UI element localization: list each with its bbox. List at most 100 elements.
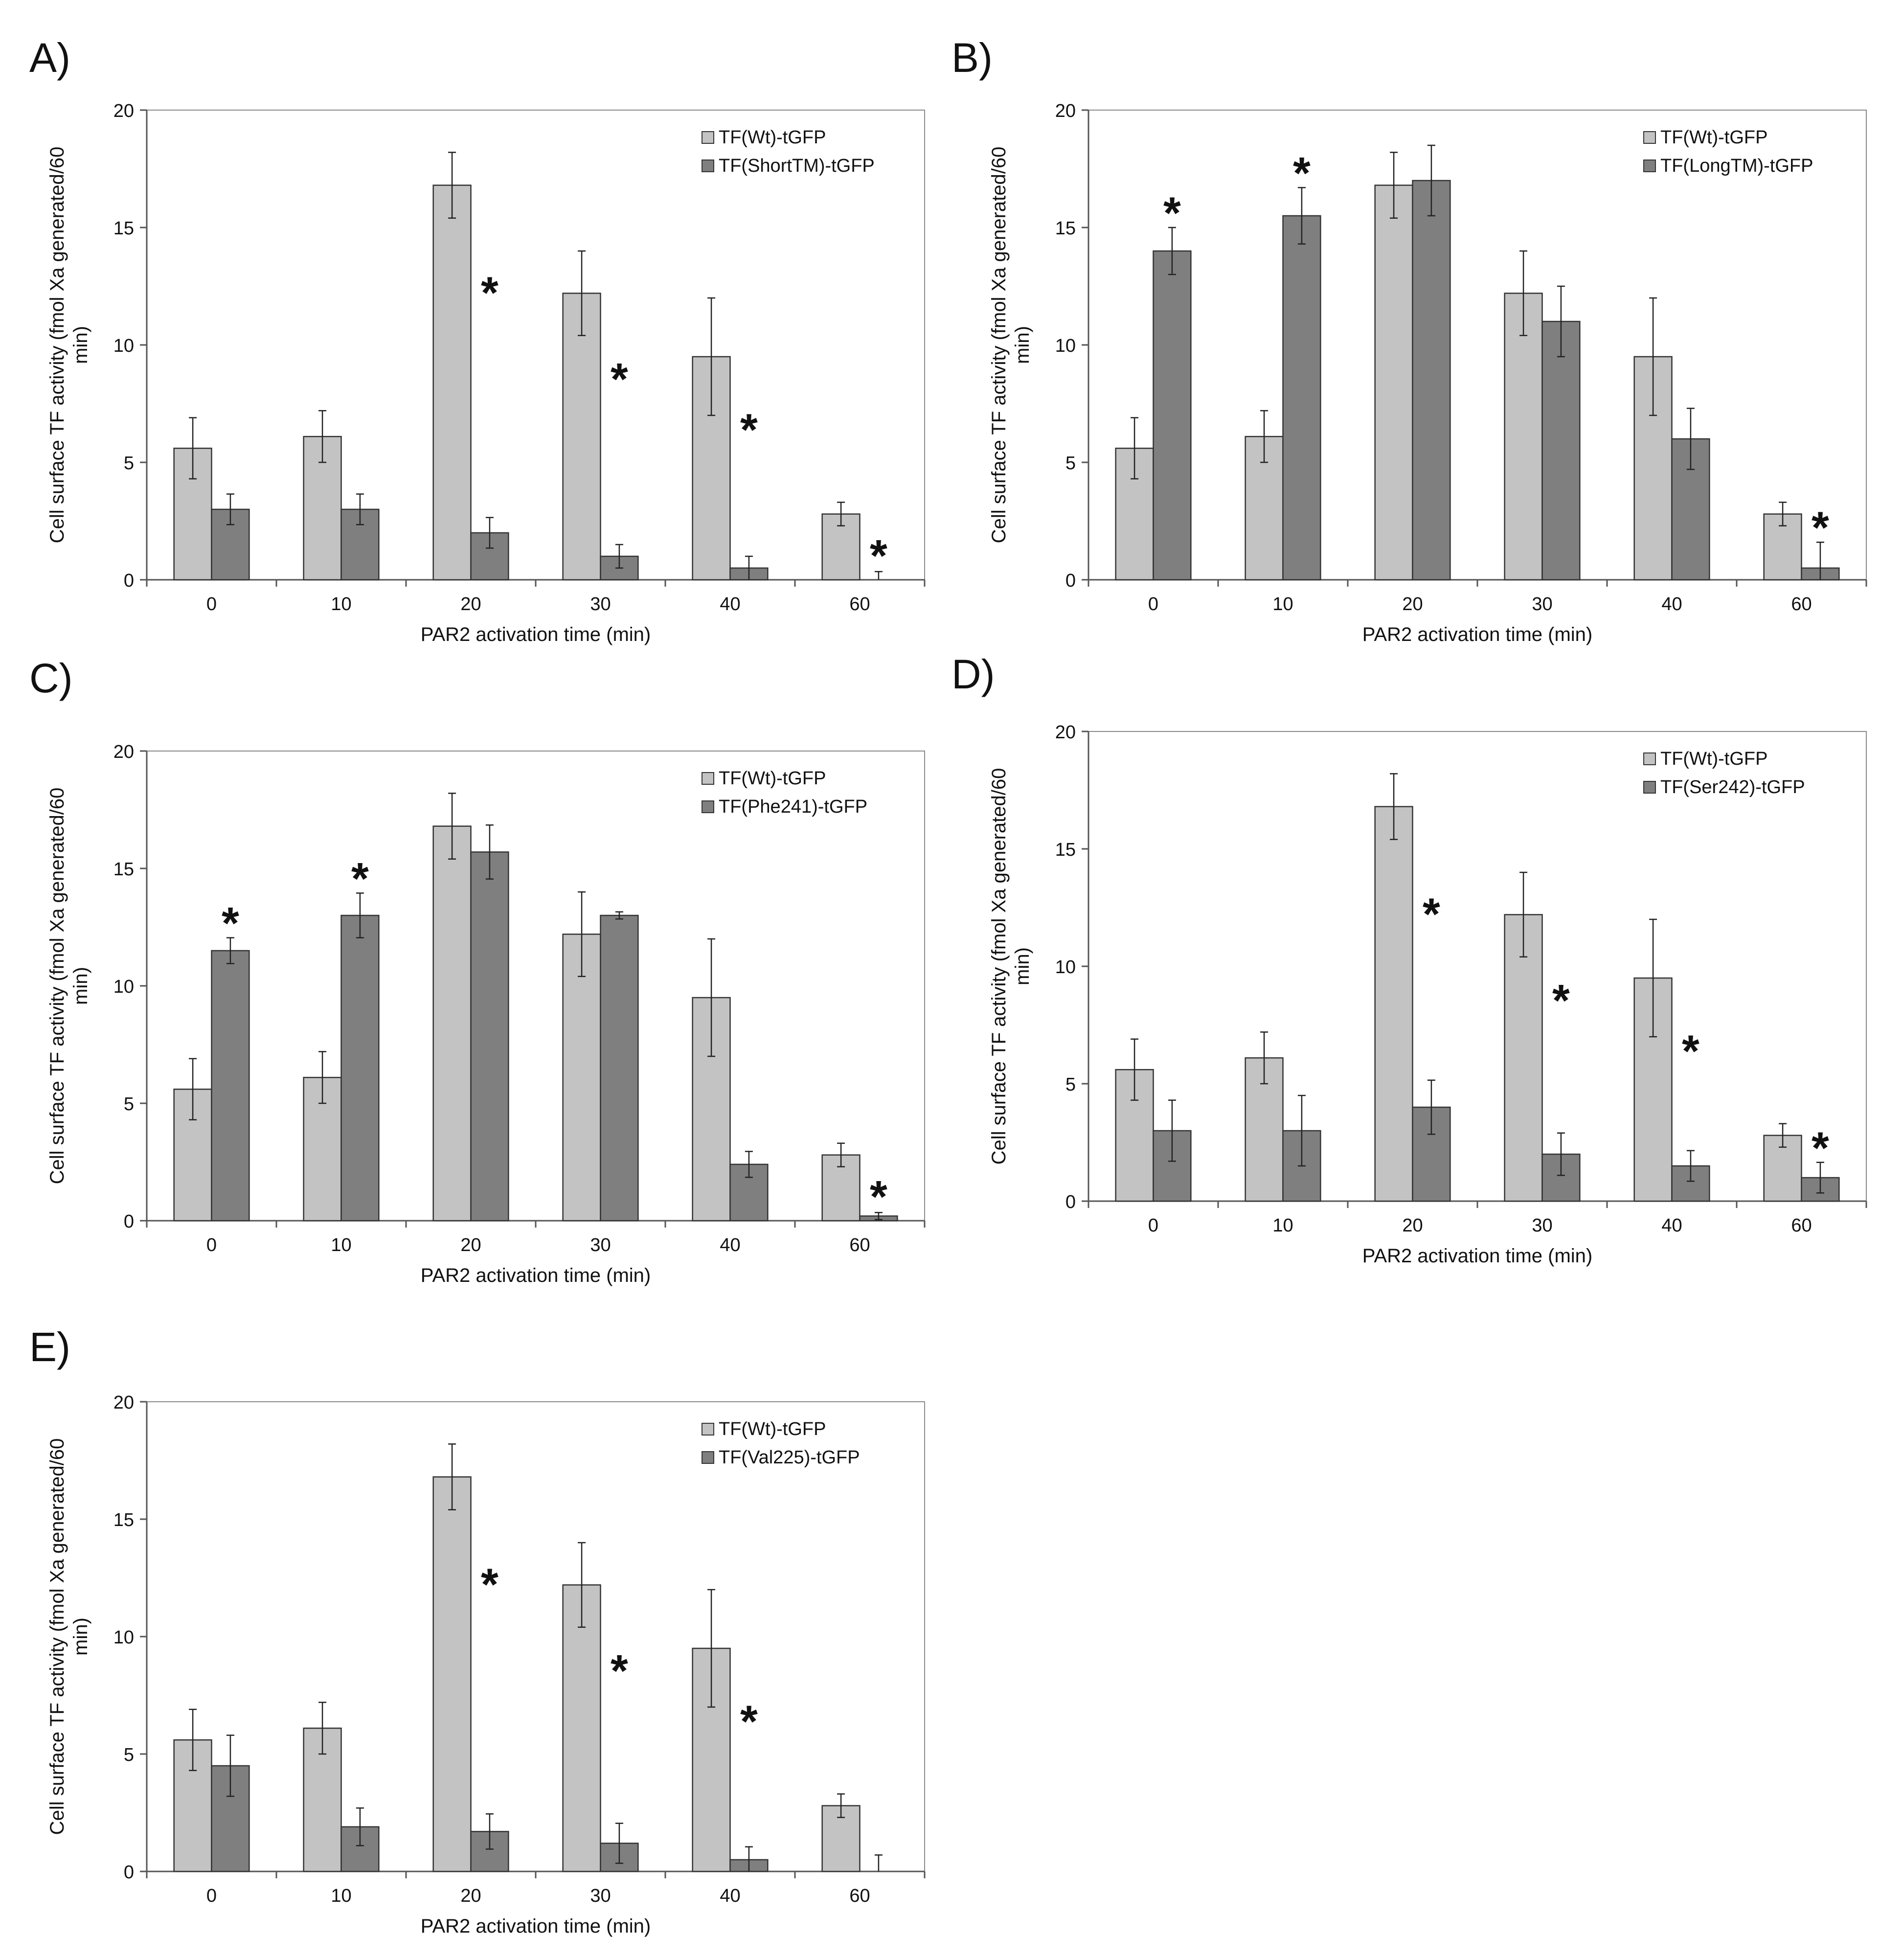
panel-a: A) 0 5 10 15 20 0 10 20 30 40 60 * * * * TF(Wt)-tGFP TF(…: [0, 0, 952, 651]
error-bar: [356, 1807, 364, 1846]
significance-asterisk: *: [870, 1172, 887, 1222]
y-tick-label: 10: [113, 1627, 134, 1648]
x-tick-label: 20: [1402, 1215, 1423, 1236]
x-axis-title: PAR2 activation time (min): [421, 1915, 651, 1937]
bar-mutant: [340, 508, 380, 581]
bar-wt: [1374, 806, 1413, 1202]
y-tick-label: 15: [1055, 218, 1076, 239]
error-bar: [615, 544, 623, 569]
y-tick-label: 20: [1055, 722, 1076, 743]
error-bar: [226, 1734, 234, 1797]
y-axis-title-line2: min): [70, 967, 91, 1005]
error-bar: [578, 891, 586, 978]
bar-mutant: [470, 851, 509, 1222]
error-bar: [189, 417, 197, 479]
x-tick-label: 40: [720, 1235, 740, 1255]
x-tick-label: 20: [1402, 594, 1423, 615]
y-tick-label: 15: [113, 859, 134, 880]
error-bar: [448, 793, 456, 860]
error-bar: [448, 1443, 456, 1511]
error-bar: [318, 1702, 327, 1755]
legend-label: TF(Wt)-tGFP: [719, 1419, 826, 1439]
error-bar: [1260, 1031, 1269, 1085]
x-tick-label: 0: [1148, 1215, 1158, 1236]
significance-asterisk: *: [1293, 148, 1311, 198]
significance-asterisk: *: [1552, 976, 1570, 1026]
x-tick-label: 30: [590, 1886, 611, 1906]
x-tick-label: 40: [1661, 1215, 1682, 1236]
legend-label: TF(Wt)-tGFP: [1660, 127, 1767, 148]
y-tick-label: 5: [124, 1094, 134, 1115]
legend-label: TF(Val225)-tGFP: [719, 1447, 860, 1468]
error-bar: [1686, 408, 1695, 470]
bar-mutant: [340, 914, 380, 1222]
error-bar: [1427, 1079, 1435, 1135]
significance-asterisk: *: [740, 405, 758, 455]
error-bar: [1427, 144, 1435, 217]
legend-swatch: [702, 1451, 714, 1464]
y-tick-label: 5: [1065, 453, 1076, 474]
plot-area: [146, 110, 925, 580]
error-bar: [745, 555, 753, 580]
x-tick-label: 30: [1532, 1215, 1552, 1236]
error-bar: [874, 1854, 883, 1871]
panel-c: C) 0 5 10 15 20 0 10 20 30 40 60 * * * TF(Wt)-tGFP TF(P…: [0, 651, 952, 1306]
error-bar: [1519, 871, 1528, 958]
error-bar: [485, 1813, 494, 1850]
error-bar: [1168, 227, 1176, 275]
y-axis-title: Cell surface TF activity (fmol Xa genera…: [988, 147, 1033, 544]
significance-asterisk: *: [611, 355, 628, 405]
y-tick-label: 20: [113, 1392, 134, 1413]
error-bar: [356, 892, 364, 938]
error-bar: [1649, 297, 1657, 416]
legend-swatch: [1643, 781, 1656, 794]
error-bar: [448, 152, 456, 219]
bar-mutant: [1153, 250, 1192, 581]
y-axis-title-line1: Cell surface TF activity (fmol Xa genera…: [988, 768, 1010, 1165]
y-axis-title: Cell surface TF activity (fmol Xa genera…: [46, 1438, 91, 1835]
x-tick-label: 0: [206, 594, 217, 615]
bar-mutant: [1153, 1130, 1192, 1202]
x-tick-label: 40: [720, 1886, 740, 1906]
error-bar: [1260, 410, 1269, 463]
panel-label: D): [952, 651, 995, 697]
error-bar: [615, 1823, 623, 1864]
plot-area: [1088, 110, 1867, 580]
y-axis-title-line1: Cell surface TF activity (fmol Xa genera…: [46, 788, 68, 1185]
error-bar: [1816, 541, 1824, 580]
y-tick-label: 15: [113, 218, 134, 239]
error-bar: [1390, 152, 1398, 219]
x-tick-label: 10: [331, 1886, 351, 1906]
significance-asterisk: *: [1423, 889, 1440, 939]
y-axis-title-line1: Cell surface TF activity (fmol Xa genera…: [46, 147, 68, 544]
significance-asterisk: *: [222, 899, 239, 949]
x-tick-label: 30: [590, 594, 611, 615]
error-bar: [1519, 250, 1528, 337]
error-bar: [1649, 918, 1657, 1038]
plot-area: [146, 751, 925, 1221]
x-axis-title: PAR2 activation time (min): [1362, 624, 1593, 645]
error-bar: [356, 493, 364, 525]
y-tick-label: 5: [124, 453, 134, 474]
panel-label: B): [952, 35, 993, 81]
x-tick-label: 40: [720, 594, 740, 615]
legend-label: TF(Wt)-tGFP: [1660, 749, 1767, 769]
x-tick-label: 60: [1791, 594, 1812, 615]
error-bar: [707, 938, 716, 1057]
x-tick-label: 10: [1272, 594, 1293, 615]
y-axis-title-line1: Cell surface TF activity (fmol Xa genera…: [988, 147, 1010, 544]
error-bar: [1168, 1099, 1176, 1162]
error-bar: [1557, 285, 1565, 358]
bar-mutant: [1541, 320, 1581, 581]
error-bar: [745, 1151, 753, 1178]
bar-chart-e: 0 5 10 15 20 0 10 20 30 40 60 * * * TF(Wt)-tGFP TF(Val2…: [46, 1392, 926, 1937]
y-tick-label: 15: [113, 1510, 134, 1530]
y-tick-label: 20: [113, 742, 134, 762]
bar-mutant: [211, 950, 250, 1222]
error-bar: [1390, 773, 1398, 841]
panel-b: B) 0 5 10 15 20 0 10 20 30 40 60 * * * TF(Wt)-tGFP TF(L…: [952, 0, 1903, 651]
y-axis-title-line1: Cell surface TF activity (fmol Xa genera…: [46, 1438, 68, 1835]
y-tick-label: 5: [1065, 1074, 1076, 1095]
